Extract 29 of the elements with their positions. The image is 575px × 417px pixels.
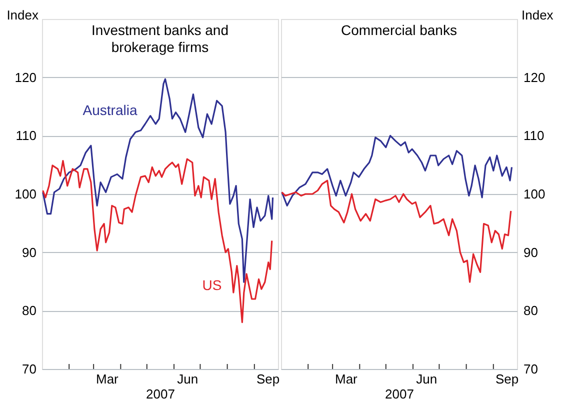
x-axis-title: 2007: [146, 386, 175, 402]
x-tick-label: Mar: [334, 372, 358, 386]
y-tick-label: 120: [14, 70, 36, 85]
series-label: Australia: [82, 102, 138, 118]
line-series: [42, 158, 273, 324]
y-tick-label: 100: [14, 186, 36, 202]
line-series: [281, 134, 513, 206]
y-tick-label: 70: [22, 362, 36, 376]
y-tick-label: 80: [22, 303, 36, 318]
line-series: [281, 180, 512, 283]
chart-title: Commercial banks: [341, 22, 457, 38]
y-axis-title: Index: [522, 8, 554, 22]
x-axis-title: 2007: [385, 386, 414, 402]
y-tick-label: 80: [524, 303, 538, 318]
x-tick-label: Sep: [256, 372, 280, 386]
y-tick-label: 100: [524, 186, 546, 202]
y-tick-label: 110: [16, 128, 36, 144]
x-tick-label: Jun: [177, 372, 198, 386]
y-tick-label: 70: [524, 362, 538, 376]
x-tick-label: Mar: [96, 372, 120, 386]
series-label: US: [202, 277, 222, 293]
y-tick-label: 120: [524, 70, 546, 85]
y-tick-label: 110: [524, 128, 544, 144]
y-tick-label: 90: [22, 244, 36, 260]
y-tick-label: 90: [524, 244, 538, 260]
y-axis-title: Index: [6, 8, 39, 22]
x-tick-label: Jun: [416, 372, 438, 386]
text: Investment banks and brokerage firms: [92, 22, 228, 55]
x-tick-label: Sep: [495, 372, 519, 386]
